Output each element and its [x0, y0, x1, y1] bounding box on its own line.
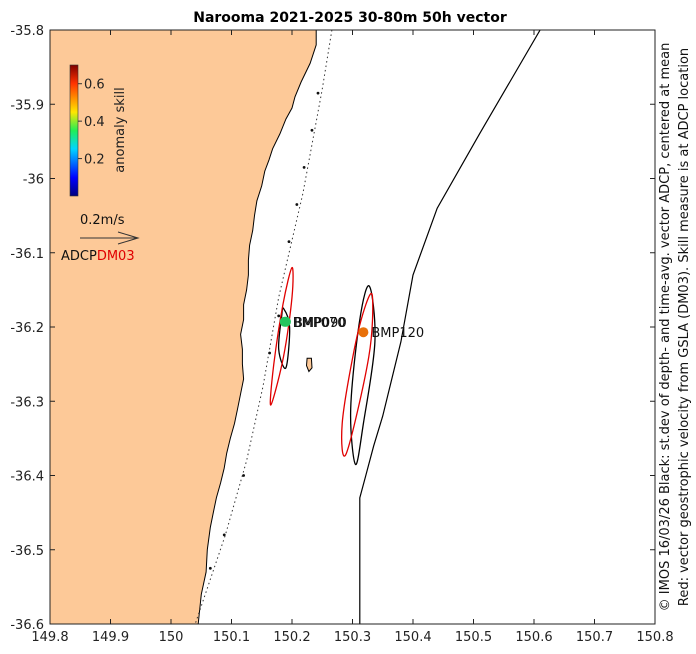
colorbar-ticks: 0.2 0.4 0.6	[78, 78, 105, 168]
x-tick-label: 150.4	[394, 630, 431, 645]
ellipse-bmp120-adcp	[349, 285, 376, 466]
y-tick-label: -36.6	[10, 618, 44, 633]
y-tick-label: -36	[23, 173, 44, 188]
colorbar-gradient	[69, 64, 79, 197]
y-tick-label: -35.8	[10, 24, 44, 39]
x-tick-label: 150.7	[576, 630, 613, 645]
grid-point	[208, 566, 212, 570]
x-tick-label: 149.8	[31, 630, 68, 645]
scale-arrow-label: 0.2m/s	[80, 213, 125, 228]
legend-dm03: DM03	[97, 249, 135, 264]
y-tick-label: -35.9	[10, 98, 44, 113]
grid-point	[302, 165, 306, 169]
y-tick-label: -36.4	[10, 470, 44, 485]
grid-point	[316, 91, 320, 95]
site-marker-bmp120	[358, 327, 369, 338]
colorbar-label: anomaly skill	[113, 87, 128, 172]
x-tick-label: 150.6	[515, 630, 552, 645]
y-tick-label: -36.5	[10, 544, 44, 559]
grid-points	[208, 91, 320, 570]
grid-point	[277, 314, 281, 318]
x-tick-label: 150.2	[273, 630, 310, 645]
ellipse-bmp120-dm03	[341, 292, 374, 457]
grid-point	[287, 240, 291, 244]
site-label-bmp120: BMP120	[371, 326, 424, 341]
x-tick-label: 150.1	[213, 630, 250, 645]
colorbar-tick-label: 0.6	[84, 78, 105, 93]
grid-point	[268, 351, 272, 355]
colorbar-tick-label: 0.4	[84, 115, 105, 130]
isobath-solid-line	[359, 30, 541, 624]
x-tick-label: 149.9	[92, 630, 129, 645]
x-axis-ticks: 149.8 149.9 150 150.1 150.2 150.3 150.4 150.5 15…	[31, 30, 674, 645]
land-area	[50, 30, 317, 624]
colorbar: 0.2 0.4 0.6 anomaly skill	[69, 64, 128, 197]
x-tick-label: 150.3	[334, 630, 371, 645]
grid-point	[222, 533, 226, 537]
x-tick-label: 150	[159, 630, 184, 645]
scale-arrow-head	[117, 231, 140, 245]
grid-point	[310, 128, 314, 132]
side-caption-line2: Red: vector geostrophic velocity from GS…	[677, 48, 692, 606]
ellipse-bmp090-dm03	[269, 266, 294, 406]
y-tick-label: -36.1	[10, 247, 44, 262]
site-label-bmp070: BMP070	[293, 316, 346, 331]
chart-title: Narooma 2021-2025 30-80m 50h vector	[193, 10, 507, 26]
grid-point	[242, 474, 246, 477]
side-caption-line1: © IMOS 16/03/26 Black: st.dev of depth- …	[658, 43, 673, 612]
site-marker-bmp090	[280, 316, 291, 327]
grid-point	[295, 203, 299, 206]
montague-island	[305, 357, 313, 373]
y-axis-ticks: -35.8 -35.9 -36 -36.1 -36.2 -36.3 -36.4 -36.5 -3…	[10, 24, 655, 633]
x-tick-label: 150.5	[455, 630, 492, 645]
isobath-dotted-line	[194, 30, 333, 624]
site-label-bmp090: BMP090	[294, 316, 347, 331]
y-tick-label: -36.3	[10, 395, 44, 410]
y-tick-label: -36.2	[10, 321, 44, 336]
legend: ADCPDM03	[61, 249, 135, 264]
colorbar-tick-label: 0.2	[84, 153, 105, 168]
legend-adcp: ADCP	[61, 249, 97, 264]
scale-arrow: 0.2m/s	[80, 213, 140, 245]
x-tick-label: 150.8	[636, 630, 673, 645]
